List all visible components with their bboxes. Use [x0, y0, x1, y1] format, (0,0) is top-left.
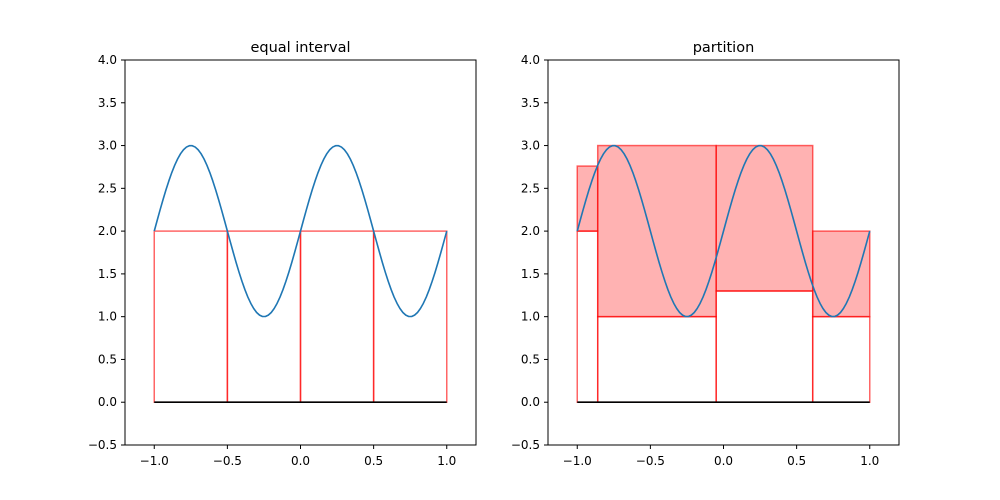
y-tick-label: 1.0 — [521, 310, 540, 324]
x-tick-label: 1.0 — [437, 454, 456, 468]
y-tick-label: 0.0 — [98, 395, 117, 409]
x-tick-label: 0.5 — [364, 454, 383, 468]
x-tick-label: −1.0 — [140, 454, 169, 468]
y-tick-label: 4.0 — [521, 53, 540, 67]
y-tick-label: 4.0 — [98, 53, 117, 67]
filled-bar — [811, 230, 871, 318]
x-tick-label: −0.5 — [636, 454, 665, 468]
x-tick-label: 0.5 — [787, 454, 806, 468]
panel-equal-interval: equal interval −1.0 −0.5 0.0 0.5 1.0 −0.5 0.0 0… — [88, 40, 477, 468]
y-tick-label: 0.0 — [521, 395, 540, 409]
y-tick-label: 2.5 — [521, 181, 540, 195]
y-tick-label: 0.5 — [98, 352, 117, 366]
function-curve — [576, 144, 871, 318]
filled-bar — [596, 144, 717, 318]
y-tick-label: 3.0 — [521, 139, 540, 153]
y-tick-label: 2.5 — [98, 181, 117, 195]
panel-partition: partition −1.0 −0.5 0.0 0.5 1.0 −0.5 0.0 0.5 1.0… — [511, 40, 900, 468]
x-tick-label: 0.0 — [291, 454, 310, 468]
x-tick-label: −1.0 — [563, 454, 592, 468]
y-tick-label: 1.0 — [98, 310, 117, 324]
function-curve — [153, 144, 448, 318]
chart-title: partition — [693, 40, 755, 56]
y-tick-label: 1.5 — [98, 267, 117, 281]
y-tick-label: −0.5 — [511, 438, 540, 452]
x-tick-label: −0.5 — [213, 454, 242, 468]
x-tick-label: 1.0 — [860, 454, 879, 468]
x-tick-label: 0.0 — [714, 454, 733, 468]
y-tick-label: −0.5 — [88, 438, 117, 452]
y-tick-label: 1.5 — [521, 267, 540, 281]
y-tick-label: 0.5 — [521, 352, 540, 366]
y-tick-label: 3.0 — [98, 139, 117, 153]
y-tick-label: 3.5 — [521, 96, 540, 110]
y-tick-label: 2.0 — [98, 224, 117, 238]
filled-bar — [715, 144, 814, 292]
chart-title: equal interval — [250, 40, 350, 56]
y-tick-label: 3.5 — [98, 96, 117, 110]
y-tick-label: 2.0 — [521, 224, 540, 238]
